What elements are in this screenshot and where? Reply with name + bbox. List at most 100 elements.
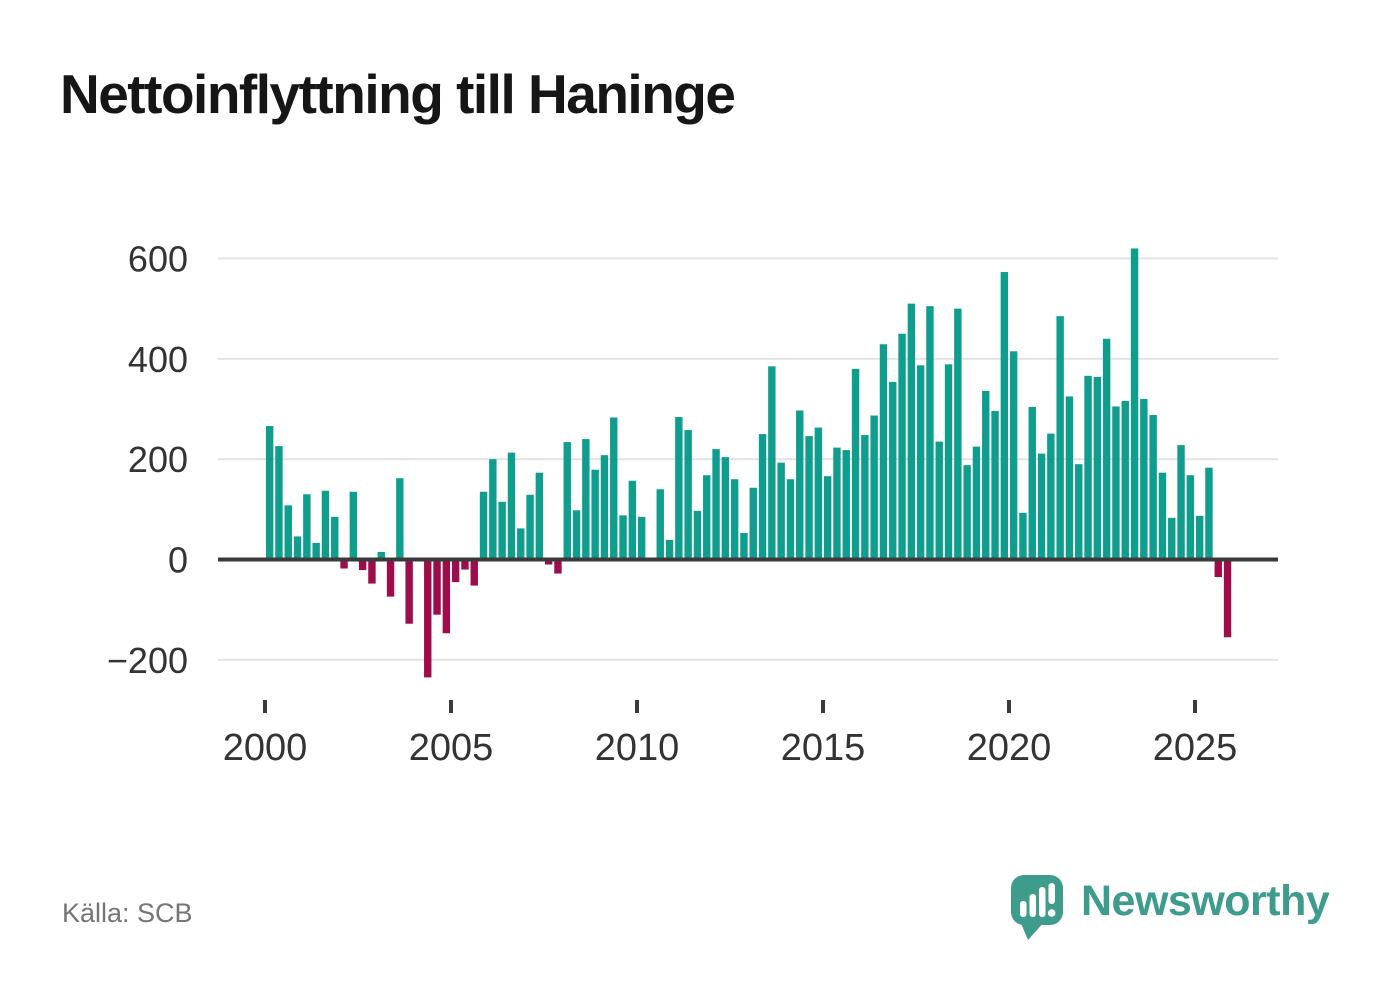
bar-2012Q2 xyxy=(721,457,730,560)
bar-2005Q2 xyxy=(461,559,469,570)
newsworthy-wordmark: Newsworthy xyxy=(1081,877,1330,925)
bar-2024Q3 xyxy=(1177,445,1185,560)
bar-2021Q1 xyxy=(1047,433,1055,560)
bar-2010Q1 xyxy=(637,516,646,560)
bar-2004Q4 xyxy=(442,559,451,634)
bar-2005Q3 xyxy=(470,559,478,586)
bar-2009Q3 xyxy=(619,515,627,560)
bar-2003Q1 xyxy=(377,551,385,560)
bar-2006Q2 xyxy=(498,501,506,560)
bar-2002Q4 xyxy=(368,559,376,584)
bar-2001Q4 xyxy=(331,516,339,560)
y-axis-label: 600 xyxy=(128,238,188,279)
bar-2015Q1 xyxy=(823,476,832,560)
bar-2007Q1 xyxy=(526,494,534,560)
bar-2014Q2 xyxy=(796,410,804,560)
bar-2020Q4 xyxy=(1037,453,1046,560)
x-tick-mark xyxy=(821,700,825,713)
bar-2023Q2 xyxy=(1130,248,1139,560)
bar-2002Q1 xyxy=(340,559,348,569)
bar-2001Q2 xyxy=(312,542,320,560)
bar-2013Q1 xyxy=(749,487,757,560)
bar-2006Q3 xyxy=(507,452,516,560)
bar-2015Q2 xyxy=(833,447,841,560)
bar-2020Q3 xyxy=(1028,406,1036,560)
bar-2014Q4 xyxy=(814,427,823,560)
bar-2023Q1 xyxy=(1121,400,1129,560)
gridline xyxy=(218,458,1278,461)
x-tick-mark xyxy=(635,700,639,713)
bar-2003Q3 xyxy=(396,478,404,560)
bar-2008Q2 xyxy=(572,510,581,560)
bar-2018Q4 xyxy=(963,465,971,560)
bar-2019Q4 xyxy=(1000,272,1009,560)
bar-2006Q4 xyxy=(517,528,525,560)
x-axis-label: 2000 xyxy=(223,727,308,769)
bar-2021Q4 xyxy=(1075,464,1083,560)
x-tick-mark xyxy=(1193,700,1197,713)
bar-2024Q2 xyxy=(1168,517,1176,560)
bar-2007Q2 xyxy=(535,472,544,560)
bar-2020Q1 xyxy=(1009,351,1018,560)
bar-2018Q3 xyxy=(954,308,962,560)
bar-2023Q3 xyxy=(1140,398,1148,560)
bar-2010Q4 xyxy=(665,539,674,560)
bar-2009Q2 xyxy=(610,417,618,560)
bar-2001Q1 xyxy=(303,494,311,560)
bar-2013Q2 xyxy=(758,434,767,560)
bar-2003Q4 xyxy=(405,559,413,624)
x-axis-label: 2010 xyxy=(595,727,680,769)
bar-2009Q1 xyxy=(600,455,609,560)
bar-2024Q1 xyxy=(1158,472,1167,560)
bar-2015Q3 xyxy=(842,450,850,560)
x-axis-label: 2025 xyxy=(1153,727,1238,769)
bar-2002Q3 xyxy=(358,559,367,571)
bar-2016Q2 xyxy=(870,415,878,560)
bar-2000Q3 xyxy=(284,505,292,560)
bar-2002Q2 xyxy=(349,491,358,560)
x-axis-label: 2020 xyxy=(967,727,1052,769)
bar-2012Q3 xyxy=(730,479,739,560)
bar-2004Q3 xyxy=(433,559,441,615)
bar-2012Q1 xyxy=(712,449,720,560)
bar-2022Q1 xyxy=(1084,375,1092,560)
bar-2017Q4 xyxy=(926,306,934,560)
bar-2006Q1 xyxy=(489,459,497,560)
bar-2022Q2 xyxy=(1093,376,1102,560)
bar-2012Q4 xyxy=(740,532,748,560)
bar-2011Q4 xyxy=(703,475,711,560)
bar-2025Q3 xyxy=(1214,559,1222,578)
bar-2007Q3 xyxy=(544,559,553,565)
x-tick-mark xyxy=(263,700,267,713)
bar-2018Q1 xyxy=(935,441,943,560)
gridline xyxy=(218,658,1278,661)
bar-2016Q1 xyxy=(861,435,869,560)
bar-2011Q2 xyxy=(684,430,692,560)
bar-2009Q4 xyxy=(628,480,637,560)
y-axis-label: 400 xyxy=(128,339,188,380)
bar-2023Q4 xyxy=(1149,415,1157,560)
bar-2019Q1 xyxy=(972,446,981,560)
bar-2000Q1 xyxy=(265,426,274,560)
bar-2016Q4 xyxy=(889,381,897,560)
bar-2011Q1 xyxy=(675,417,683,560)
y-axis-label: −200 xyxy=(107,640,188,681)
bar-2013Q3 xyxy=(768,366,776,560)
bar-2000Q2 xyxy=(275,446,283,560)
newsworthy-speech-bubble-chart-icon xyxy=(1011,875,1063,940)
bar-2018Q2 xyxy=(944,364,953,560)
source-note: Källa: SCB xyxy=(62,898,193,928)
gridline xyxy=(218,257,1278,260)
bar-2025Q4 xyxy=(1223,559,1232,638)
bar-2004Q2 xyxy=(424,559,432,678)
bar-2000Q4 xyxy=(293,536,302,560)
bar-2007Q4 xyxy=(554,559,562,574)
x-tick-mark xyxy=(449,700,453,713)
y-axis-label: 200 xyxy=(128,439,188,480)
bar-2016Q3 xyxy=(879,344,888,560)
bar-2019Q3 xyxy=(991,410,999,560)
x-tick-mark xyxy=(1007,700,1011,713)
bar-2021Q2 xyxy=(1056,316,1064,560)
bar-2017Q3 xyxy=(916,365,925,560)
